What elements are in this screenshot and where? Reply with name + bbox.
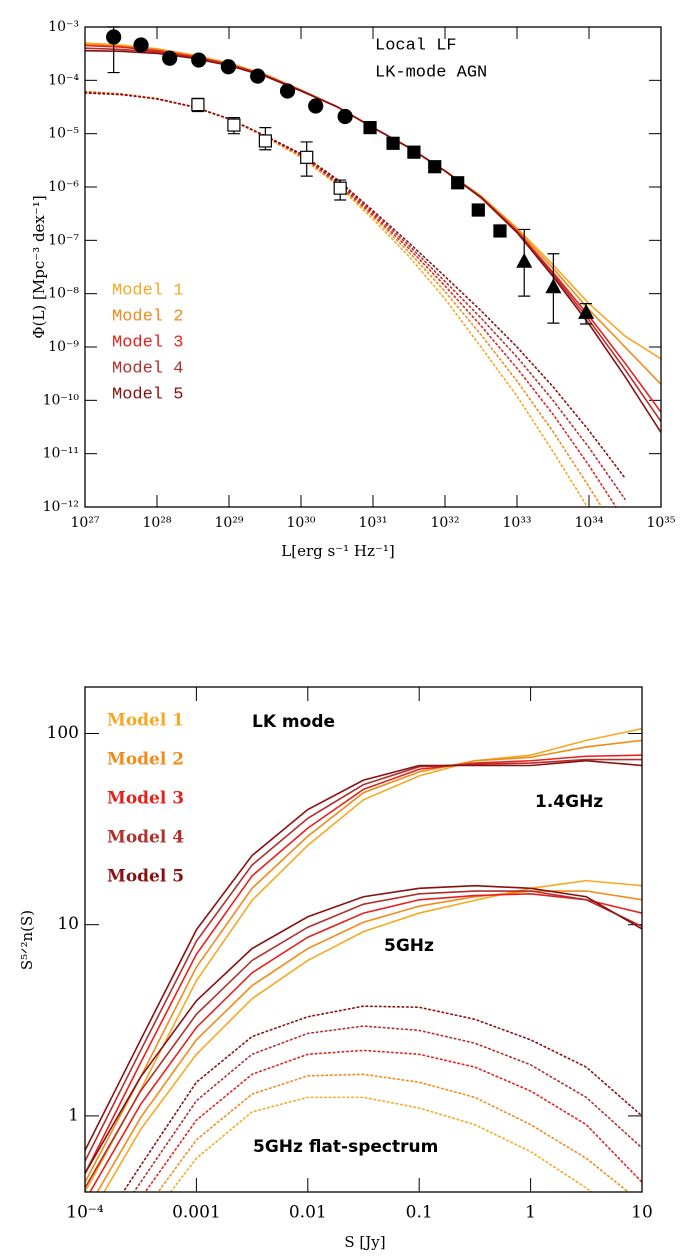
annotation: 5GHz flat-spectrum — [253, 1137, 438, 1157]
data-point — [227, 118, 241, 132]
data-point — [545, 278, 562, 294]
x-tick-label: 0.001 — [172, 1203, 221, 1223]
x-tick-label: 10⁻⁴ — [66, 1203, 104, 1223]
x-tick-label: 10³³ — [502, 515, 531, 531]
y-tick-label: 10⁻¹² — [43, 499, 79, 515]
data-point — [162, 50, 178, 66]
data-point — [106, 29, 122, 45]
x-tick-label: 10 — [631, 1203, 653, 1223]
y-tick-label: 10⁻⁷ — [48, 232, 79, 248]
x-tick-label: 10³⁴ — [574, 515, 603, 531]
x-tick-label: 10³⁰ — [286, 515, 315, 531]
plot-area — [85, 42, 661, 507]
data-point — [220, 59, 236, 75]
dotted-model-line — [144, 1049, 642, 1192]
plot-area — [85, 727, 642, 1192]
x-axis-label: S [Jy] — [344, 1233, 385, 1251]
dotted-model-line — [122, 1005, 642, 1192]
plot-frame — [84, 26, 662, 508]
x-tick-label: 10³² — [430, 515, 459, 531]
model-line — [103, 879, 642, 1192]
data-point — [471, 203, 485, 217]
data-point — [451, 176, 465, 190]
data-point — [191, 52, 207, 68]
x-axis-label: L[erg s⁻¹ Hz⁻¹] — [281, 542, 394, 560]
y-tick-label: 10⁻⁴ — [48, 72, 79, 88]
model-line — [85, 727, 642, 1192]
y-axis-label: S⁵ᐟ²n(S) — [18, 910, 36, 970]
legend-label: Model 1 — [112, 281, 183, 300]
data-point — [578, 303, 595, 319]
model-line — [85, 890, 642, 1189]
legend-label: Model 4 — [107, 828, 184, 848]
annotation: 1.4GHz — [535, 792, 603, 812]
y-tick-label: 10⁻¹⁰ — [43, 392, 80, 408]
model-line — [85, 759, 642, 1152]
y-tick-label: 1 — [68, 1105, 79, 1125]
y-tick-label: 10⁻⁹ — [48, 339, 79, 355]
data-point — [516, 252, 533, 268]
y-tick-label: 100 — [47, 723, 79, 743]
x-tick-label: 1 — [525, 1203, 536, 1223]
dotted-model-line — [132, 1025, 642, 1192]
plot-frame — [84, 686, 643, 1193]
x-tick-label: 10²⁷ — [70, 515, 99, 531]
data-point — [250, 68, 266, 84]
model-line — [89, 893, 642, 1192]
annotation: LK mode — [252, 712, 335, 732]
model-line — [85, 44, 661, 413]
y-axis-label: Φ(L) [Mpc⁻³ dex⁻¹] — [30, 195, 48, 338]
dotted-model-line — [85, 90, 589, 507]
x-tick-label: 10³⁵ — [646, 515, 675, 531]
x-tick-label: 0.01 — [289, 1203, 327, 1223]
legend-label: Model 2 — [112, 307, 183, 326]
legend-label: Model 4 — [112, 359, 183, 378]
model-line — [85, 758, 642, 1162]
data-point — [308, 98, 324, 114]
annotation: Local LF — [375, 36, 457, 55]
annotation: LK-mode AGN — [375, 63, 487, 82]
data-point — [386, 136, 400, 150]
y-tick-label: 10⁻⁶ — [48, 179, 79, 195]
y-tick-label: 10⁻⁵ — [48, 126, 79, 142]
chart: 10⁻⁴ 0.001 0.01 0.1 1 10 1 10 100 S [Jy] S⁵ᐟ²n(S) L… — [18, 686, 653, 1251]
legend-label: Model 3 — [107, 789, 184, 809]
legend-label: Model 3 — [112, 333, 183, 352]
model-line — [85, 754, 642, 1175]
data-point — [493, 224, 507, 238]
y-tick-label: 10⁻¹¹ — [43, 446, 79, 462]
dotted-model-line — [85, 92, 626, 479]
y-tick-label: 10 — [57, 914, 79, 934]
data-point — [133, 37, 149, 53]
data-point — [191, 98, 205, 112]
data-point — [337, 108, 353, 125]
legend-label: Model 5 — [112, 385, 183, 404]
data-point — [333, 181, 347, 195]
y-tick-label: 10⁻³ — [48, 19, 79, 35]
x-tick-label: 10²⁸ — [142, 515, 171, 531]
data-point — [279, 83, 296, 99]
data-point — [428, 160, 442, 174]
data-point — [258, 134, 272, 148]
x-tick-label: 0.1 — [406, 1203, 433, 1223]
legend-label: Model 1 — [107, 711, 184, 731]
x-tick-label: 10²⁹ — [214, 515, 243, 531]
chart: 10²⁷ 10²⁸ 10²⁹ 10³⁰ 10³¹ 10³² 10³³ 10³⁴ 10³⁵ 10⁻¹… — [30, 19, 676, 560]
data-point — [363, 120, 377, 135]
dotted-model-line — [157, 1073, 630, 1192]
model-line — [85, 884, 642, 1175]
data-point — [300, 150, 314, 164]
x-tick-label: 10³¹ — [358, 515, 387, 531]
legend-label: Model 5 — [107, 867, 184, 887]
data-point — [407, 145, 421, 159]
legend-label: Model 2 — [107, 750, 184, 770]
model-line — [85, 739, 642, 1184]
annotation: 5GHz — [384, 936, 434, 956]
y-tick-label: 10⁻⁸ — [48, 286, 79, 302]
